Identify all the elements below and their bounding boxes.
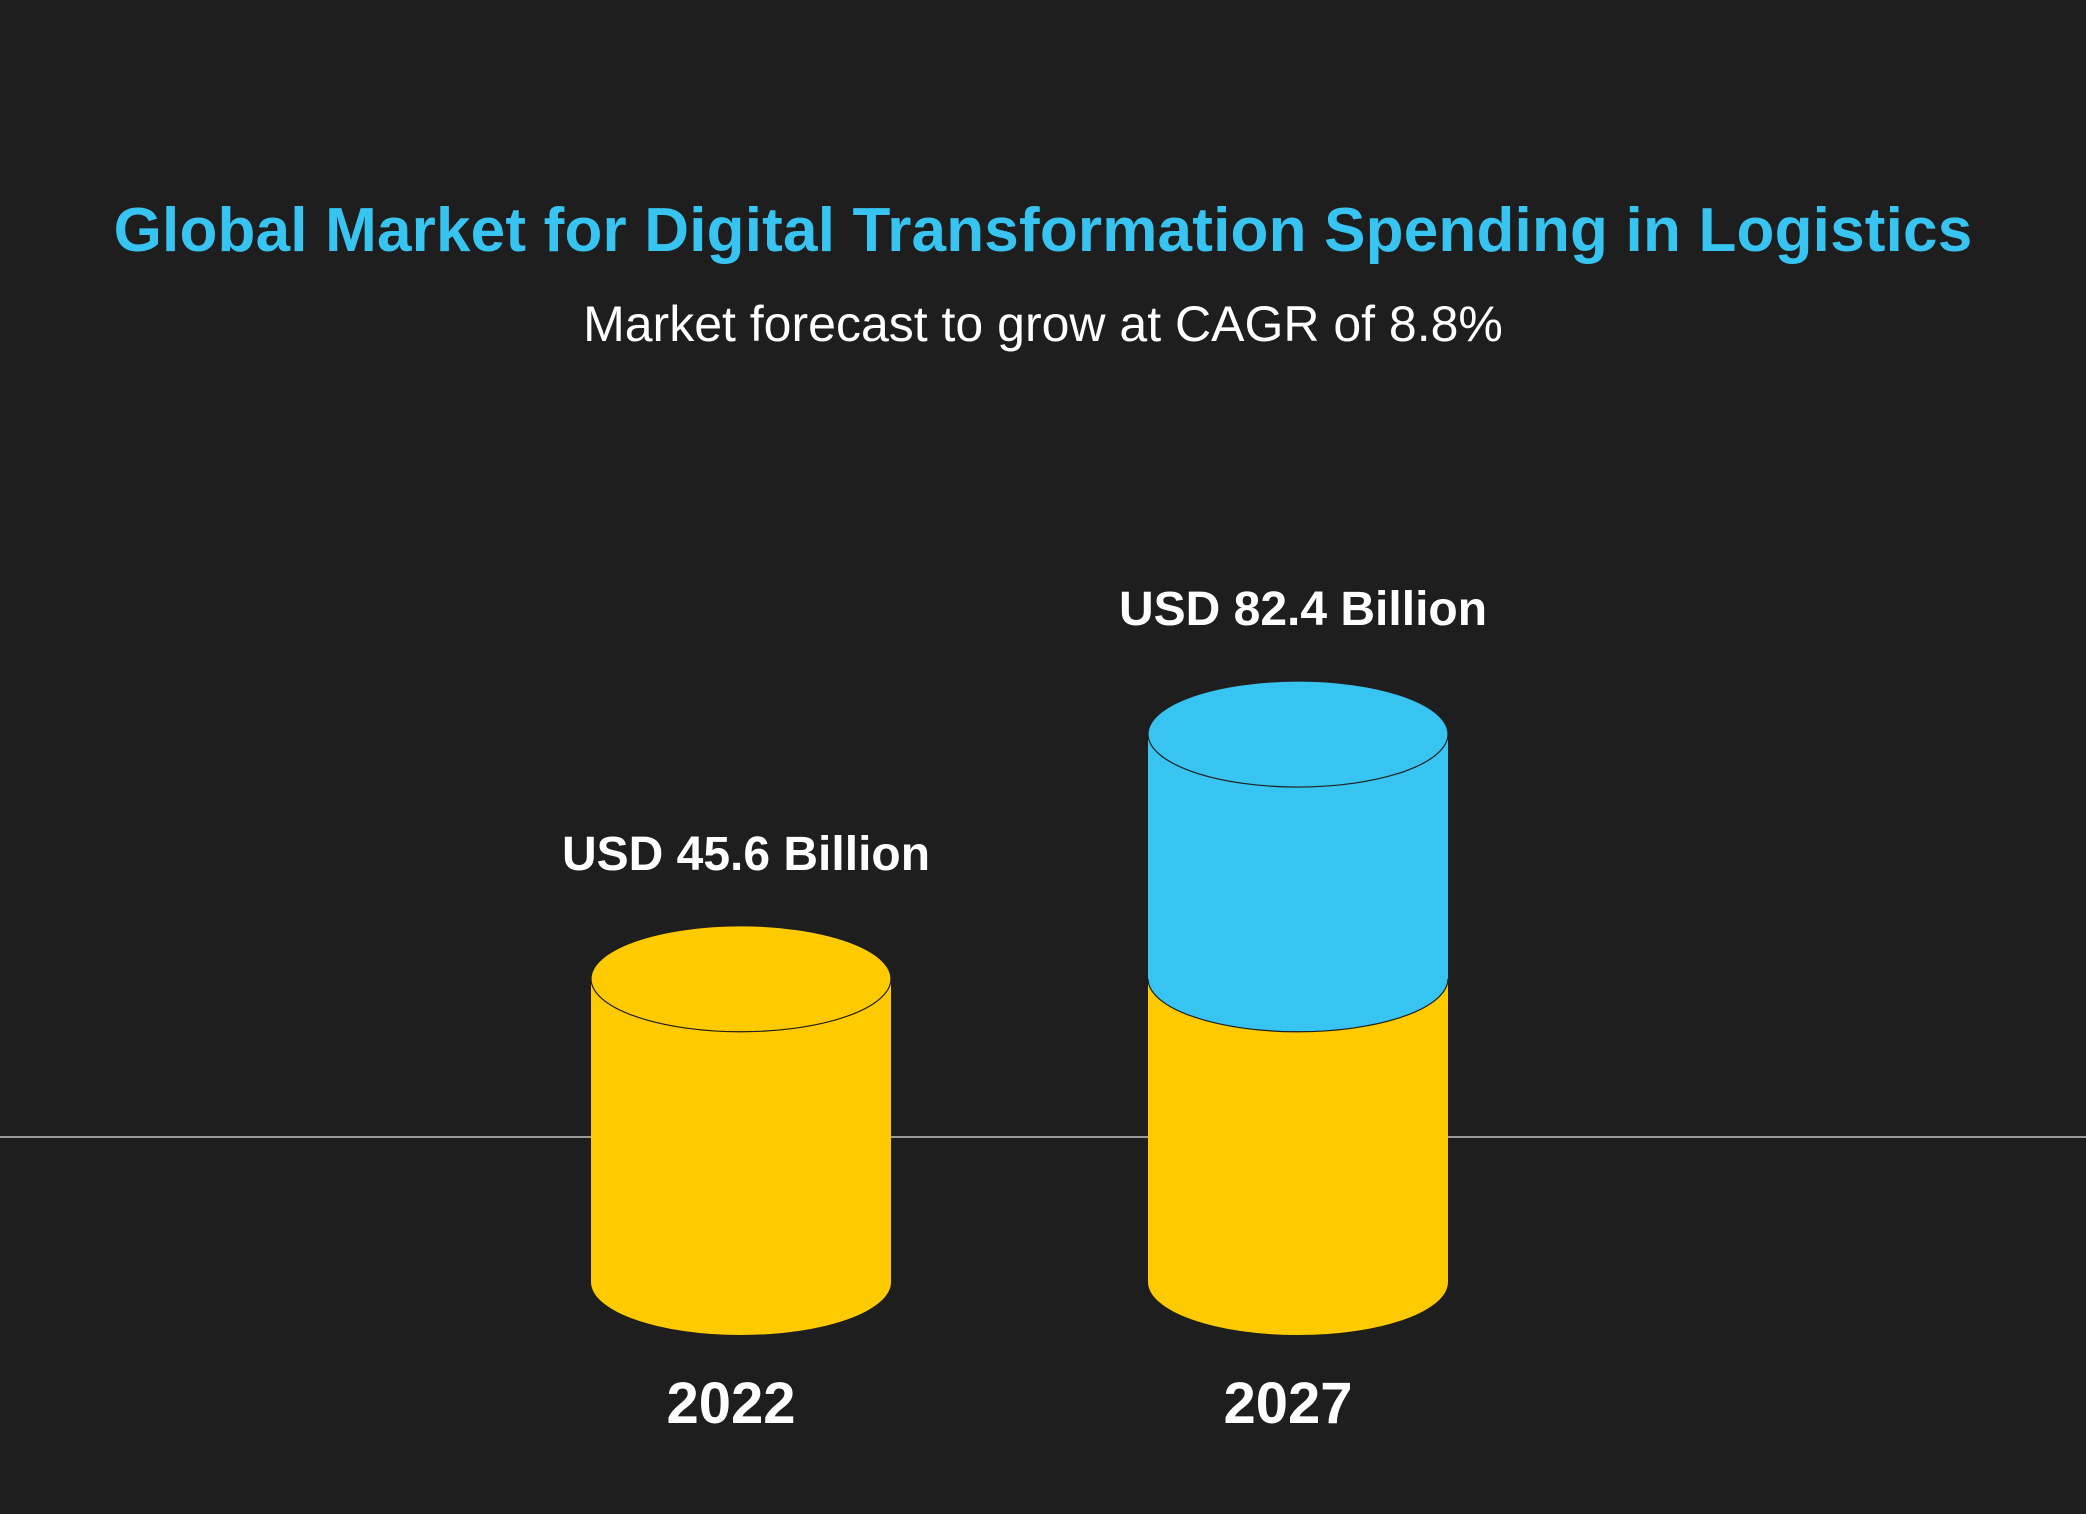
category-label-2022: 2022 [666, 1371, 795, 1436]
cylinder-bar-2027 [1147, 680, 1449, 1335]
segment-seam-2027 [1147, 978, 1449, 1033]
chart-subtitle: Market forecast to grow at CAGR of 8.8% [583, 296, 1503, 352]
data-label-2022: USD 45.6 Billion [562, 828, 930, 881]
category-label-2027: 2027 [1223, 1371, 1352, 1436]
cylinder-top-2027 [1147, 680, 1449, 788]
cylinder-top-2022 [590, 925, 892, 1033]
bar-segment-2027-growth [1148, 734, 1448, 1032]
data-label-2027: USD 82.4 Billion [1119, 583, 1487, 636]
chart-title: Global Market for Digital Transformation… [113, 196, 1973, 265]
bar-segment-2027-base [1148, 978, 1448, 1335]
bar-segment-2022-base [591, 978, 891, 1335]
cylinder-bar-2022 [590, 925, 892, 1335]
